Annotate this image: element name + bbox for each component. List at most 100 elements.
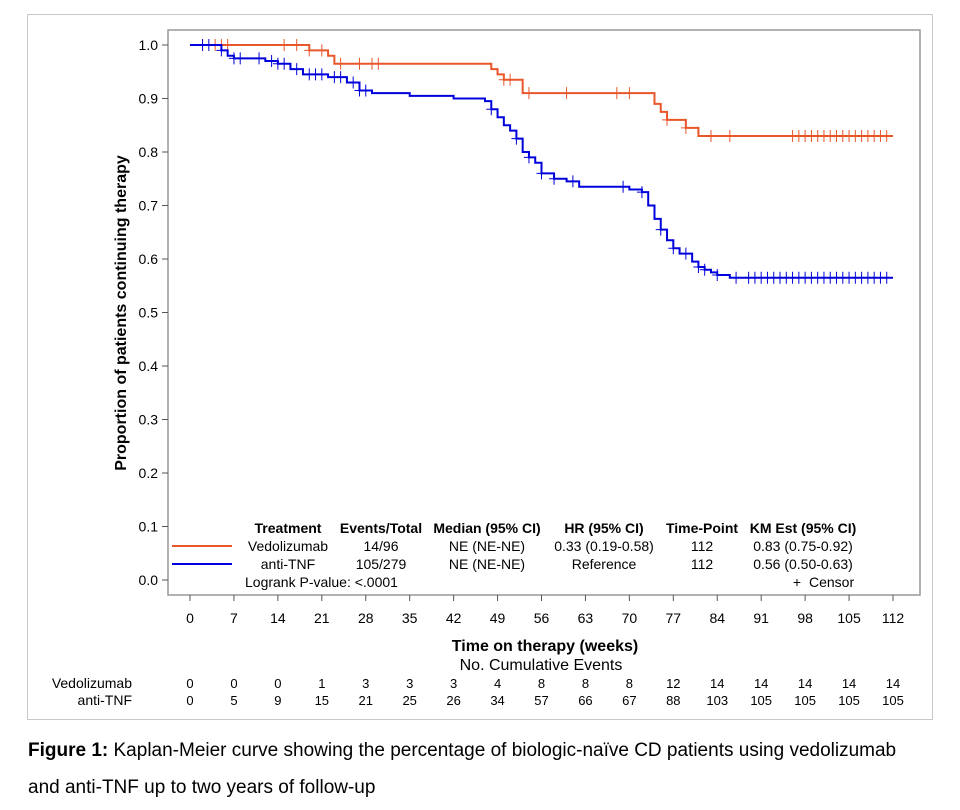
risk-table-title: No. Cumulative Events [460,657,623,674]
censor-mark [624,87,635,100]
x-tick-label: 42 [446,610,462,626]
legend-cell: Reference [572,556,637,572]
legend-cell: NE (NE-NE) [449,538,525,554]
censor-mark [511,132,522,145]
risk-value: 67 [622,693,636,708]
risk-value: 14 [710,676,724,691]
legend-cell: 0.56 (0.50-0.63) [753,556,853,572]
censor-mark [354,57,365,70]
censor-mark [216,44,227,57]
censor-mark [731,271,742,284]
censor-mark [360,84,371,97]
censor-mark [316,44,327,57]
censor-mark [705,129,716,142]
censor-mark [881,271,892,284]
risk-value: 0 [230,676,237,691]
legend-cell: Vedolizumab [248,538,328,554]
x-tick-label: 70 [622,610,638,626]
figure-frame [27,14,933,720]
y-tick-label: 0.3 [139,412,159,428]
censor-mark [618,180,629,193]
censor-mark [724,129,735,142]
censor-mark [523,87,534,100]
plot-area [167,29,921,596]
risk-row-label: anti-TNF [78,692,132,708]
legend-cell: 112 [691,556,714,572]
censor-mark [636,186,647,199]
legend-header: Time-Point [666,520,738,536]
x-tick-label: 21 [314,610,330,626]
y-tick-label: 1.0 [139,37,159,53]
km-chart: 0.00.10.20.30.40.50.60.70.80.91.00 7 14 21 2… [52,29,921,708]
risk-value: 105 [794,693,816,708]
risk-value: 8 [538,676,545,691]
risk-value: 1 [318,676,325,691]
x-tick-label: 112 [882,610,905,626]
censor-mark [291,63,302,76]
censor-mark [662,113,673,126]
censor-mark [699,263,710,276]
legend-cell: 0.83 (0.75-0.92) [753,538,853,554]
risk-value: 0 [186,693,193,708]
legend-header: Median (95% CI) [433,520,540,536]
x-tick-label: 77 [666,610,682,626]
risk-value: 66 [578,693,592,708]
risk-value: 14 [842,676,856,691]
risk-value: 26 [446,693,460,708]
censor-mark [680,247,691,260]
risk-value: 21 [359,693,373,708]
censor-mark [304,44,315,57]
censor-mark [693,261,704,274]
legend-header: Treatment [255,520,322,536]
legend-cell: 0.33 (0.19-0.58) [554,538,654,554]
km-curve-vedolizumab [190,44,893,137]
y-tick-label: 0.8 [139,144,159,160]
risk-value: 105 [882,693,904,708]
censor-mark [279,57,290,70]
risk-value: 9 [274,693,281,708]
risk-value: 8 [626,676,633,691]
legend-cell: 112 [691,538,714,554]
censor-mark [680,121,691,134]
censor-mark [668,242,679,255]
legend-header: KM Est (95% CI) [750,520,857,536]
risk-value: 14 [754,676,768,691]
risk-value: 88 [666,693,680,708]
x-tick-label: 14 [270,610,286,626]
censor-mark [222,39,233,51]
censor-mark [335,71,346,84]
censor-symbol: + [793,574,801,590]
censor-mark [348,76,359,89]
risk-value: 57 [534,693,548,708]
x-tick-label: 56 [534,610,550,626]
legend-cell: 14/96 [363,538,398,554]
censor-mark [505,73,516,86]
legend-header: Events/Total [340,520,422,536]
figure-caption: Figure 1: Kaplan-Meier curve showing the… [28,732,928,806]
y-tick-label: 0.9 [139,91,159,107]
legend-cell: 105/279 [356,556,407,572]
censor-mark [266,55,277,68]
y-tick-label: 0.5 [139,305,159,321]
x-tick-label: 91 [753,610,769,626]
risk-value: 8 [582,676,589,691]
x-tick-label: 63 [578,610,594,626]
risk-value: 0 [274,676,281,691]
censor-mark [373,57,384,70]
risk-row-label: Vedolizumab [52,675,132,691]
y-tick-label: 0.7 [139,198,159,214]
risk-value: 14 [886,676,900,691]
y-tick-label: 0.6 [139,251,159,267]
censor-mark [881,129,892,142]
censor-label: Censor [809,574,854,590]
risk-value: 0 [186,676,193,691]
censor-mark [536,167,547,180]
km-curve-anti-tnf [190,44,893,279]
logrank-pvalue: Logrank P-value: <.0001 [245,574,398,590]
x-tick-label: 7 [230,610,238,626]
x-axis-label: Time on therapy (weeks) [452,638,638,655]
x-tick-label: 98 [797,610,813,626]
risk-value: 105 [750,693,772,708]
censor-mark [567,175,578,188]
censor-mark [523,151,534,164]
